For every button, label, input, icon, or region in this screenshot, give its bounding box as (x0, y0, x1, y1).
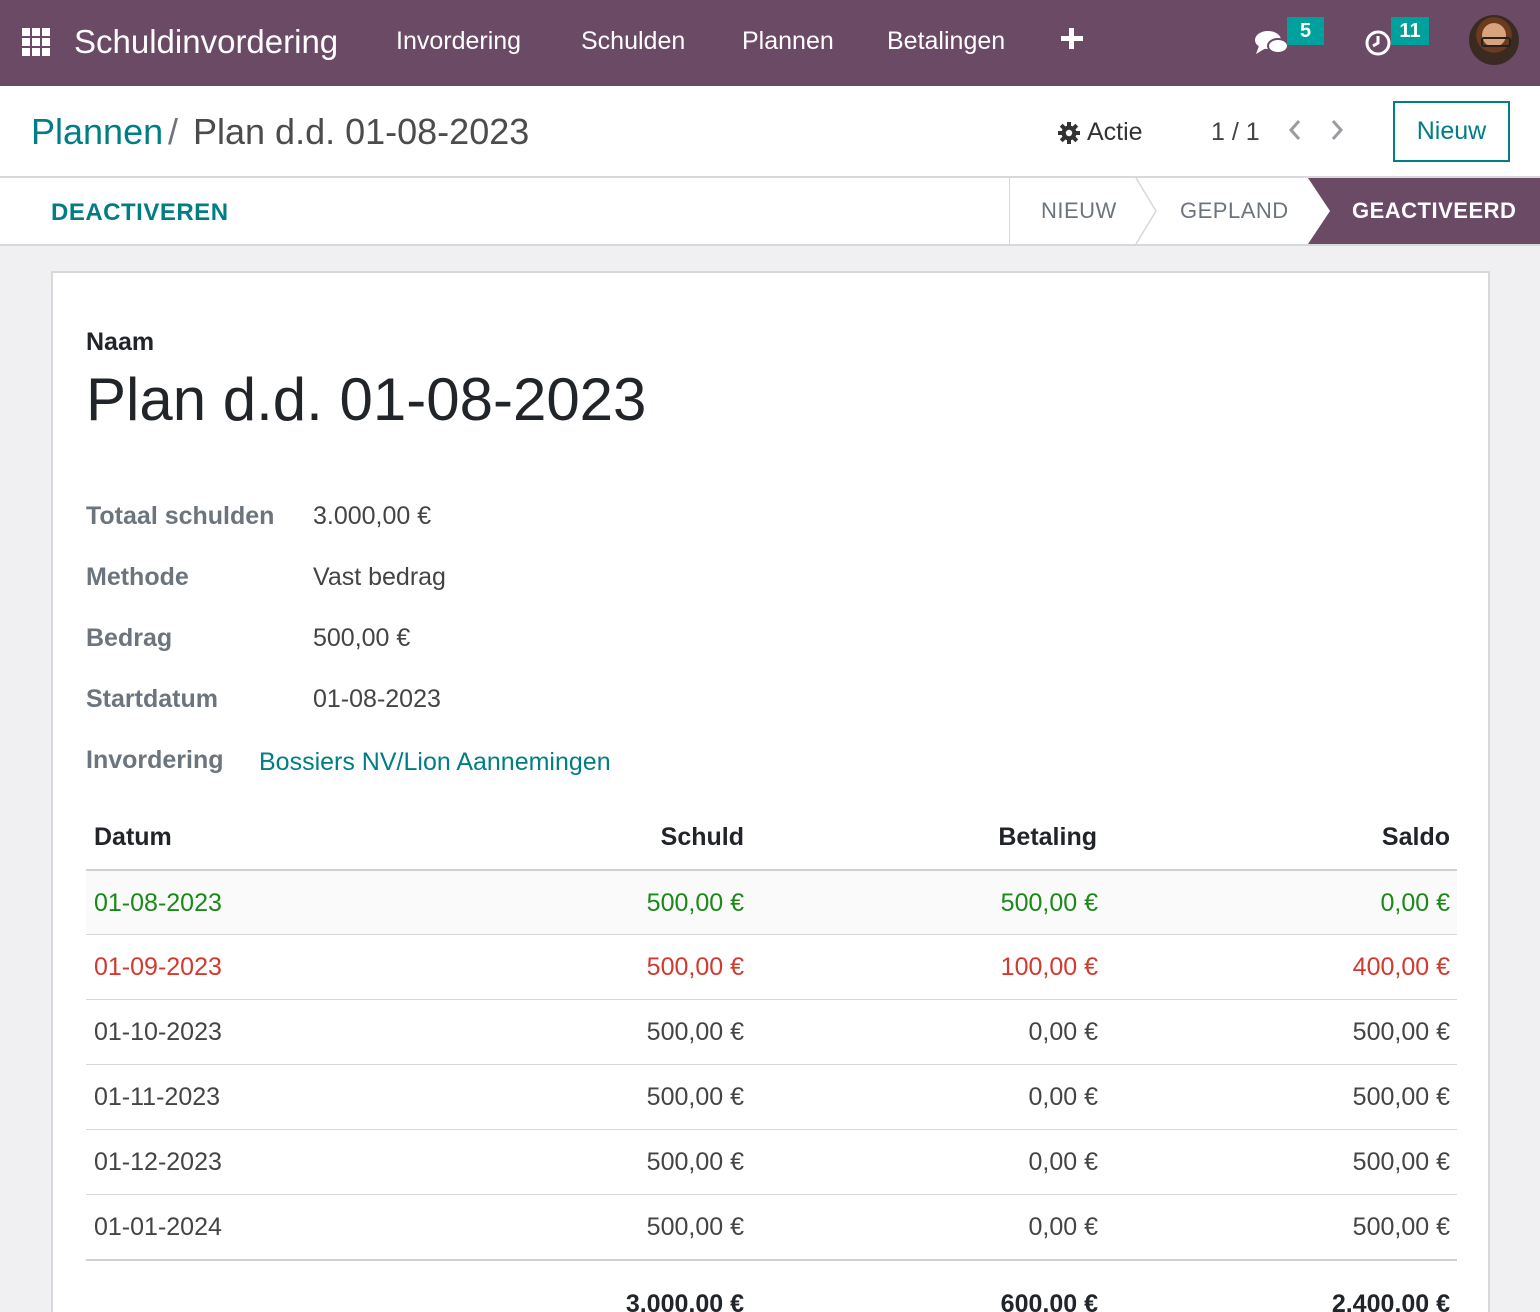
field-label-methode: Methode (86, 563, 189, 591)
cell-date: 01-09-2023 (94, 953, 222, 981)
field-value-startdatum[interactable]: 01-08-2023 (313, 685, 441, 713)
activities-badge: 11 (1391, 17, 1429, 45)
stage-chevron-icon (1135, 178, 1157, 244)
column-header-datum[interactable]: Datum (94, 823, 172, 851)
cell-payment: 100,00 € (1000, 953, 1098, 981)
plus-icon[interactable] (1061, 26, 1085, 52)
menu-item-invordering[interactable]: Invordering (396, 27, 522, 55)
top-navbar: Schuldinvordering Invordering Schulden P… (0, 0, 1540, 86)
total-debt: 3.000,00 € (625, 1290, 744, 1312)
cell-debt: 500,00 € (646, 889, 744, 917)
field-value-methode[interactable]: Vast bedrag (313, 563, 446, 591)
deactivate-button[interactable]: DEACTIVEREN (51, 199, 229, 226)
plan-name-field[interactable]: Plan d.d. 01-08-2023 (86, 366, 647, 433)
menu-item-betalingen[interactable]: Betalingen (887, 27, 1006, 55)
cell-payment: 0,00 € (1028, 1213, 1098, 1241)
cell-balance: 500,00 € (1352, 1083, 1450, 1111)
cell-payment: 0,00 € (1028, 1018, 1098, 1046)
chat-icon[interactable] (1254, 28, 1290, 58)
table-row[interactable]: 01-01-2024 500,00 € 0,00 € 500,00 € (86, 1194, 1457, 1259)
total-balance: 2.400,00 € (1331, 1290, 1450, 1312)
table-row[interactable]: 01-11-2023 500,00 € 0,00 € 500,00 € (86, 1064, 1457, 1129)
clock-icon[interactable] (1364, 28, 1394, 58)
action-label: Actie (1087, 118, 1143, 146)
cell-date: 01-11-2023 (94, 1083, 221, 1111)
table-footer-divider (86, 1259, 1457, 1261)
cell-date: 01-01-2024 (94, 1213, 222, 1241)
pager-previous-icon[interactable] (1284, 116, 1306, 144)
messages-badge: 5 (1287, 17, 1324, 45)
cell-balance: 500,00 € (1352, 1018, 1450, 1046)
cell-debt: 500,00 € (646, 1213, 744, 1241)
cell-balance: 0,00 € (1380, 889, 1450, 917)
cell-date: 01-08-2023 (94, 889, 222, 917)
cell-debt: 500,00 € (646, 1083, 744, 1111)
cell-payment: 0,00 € (1028, 1148, 1098, 1176)
table-row[interactable]: 01-12-2023 500,00 € 0,00 € 500,00 € (86, 1129, 1457, 1194)
menu-item-plannen[interactable]: Plannen (742, 27, 834, 55)
app-brand[interactable]: Schuldinvordering (74, 23, 339, 60)
stage-geactiveerd-label: GEACTIVEERD (1352, 198, 1517, 223)
menu-item-schulden[interactable]: Schulden (581, 27, 686, 55)
cell-debt: 500,00 € (646, 953, 744, 981)
name-label: Naam (86, 328, 155, 356)
cell-date: 01-10-2023 (94, 1018, 222, 1046)
pager-value[interactable]: 1 / 1 (1211, 118, 1260, 146)
apps-grid-icon[interactable] (22, 28, 50, 56)
field-label-startdatum: Startdatum (86, 685, 218, 713)
field-value-bedrag[interactable]: 500,00 € (313, 624, 411, 652)
table-row[interactable]: 01-09-2023 500,00 € 100,00 € 400,00 € (86, 934, 1457, 999)
column-header-betaling[interactable]: Betaling (998, 823, 1097, 851)
cell-debt: 500,00 € (646, 1148, 744, 1176)
cell-date: 01-12-2023 (94, 1148, 222, 1176)
stage-geactiveerd[interactable]: GEACTIVEERD (1308, 178, 1540, 244)
control-panel: Plannen / Plan d.d. 01-08-2023 Actie 1 /… (0, 86, 1540, 178)
breadcrumb-separator: / (168, 111, 179, 152)
breadcrumb-root[interactable]: Plannen (31, 111, 164, 152)
collection-link[interactable]: Bossiers NV/Lion Aannemingen (259, 748, 611, 776)
gear-icon (1058, 122, 1080, 144)
pager-next-icon[interactable] (1326, 116, 1348, 144)
cell-balance: 500,00 € (1352, 1213, 1450, 1241)
total-payment: 600,00 € (1000, 1290, 1098, 1312)
cell-balance: 500,00 € (1352, 1148, 1450, 1176)
stage-nieuw[interactable]: NIEUW (1041, 198, 1117, 223)
field-value-totaal-schulden: 3.000,00 € (313, 502, 432, 530)
field-label-bedrag: Bedrag (86, 624, 173, 652)
new-button[interactable]: Nieuw (1393, 101, 1510, 162)
cell-payment: 0,00 € (1028, 1083, 1098, 1111)
column-header-saldo[interactable]: Saldo (1381, 823, 1450, 851)
field-label-totaal-schulden: Totaal schulden (86, 502, 275, 530)
avatar[interactable] (1469, 15, 1519, 65)
form-sheet: Naam Plan d.d. 01-08-2023 Totaal schulde… (51, 271, 1490, 1312)
stage-gepland[interactable]: GEPLAND (1180, 198, 1289, 223)
field-label-invordering: Invordering (86, 746, 224, 774)
cell-debt: 500,00 € (646, 1018, 744, 1046)
status-bar: DEACTIVEREN NIEUW GEPLAND GEACTIVEERD (0, 178, 1540, 246)
stage-pipeline: NIEUW GEPLAND GEACTIVEERD (1009, 178, 1540, 244)
breadcrumb-current: Plan d.d. 01-08-2023 (193, 111, 530, 152)
table-row[interactable]: 01-10-2023 500,00 € 0,00 € 500,00 € (86, 999, 1457, 1064)
column-header-schuld[interactable]: Schuld (660, 823, 744, 851)
cell-balance: 400,00 € (1352, 953, 1450, 981)
table-row[interactable]: 01-08-2023 500,00 € 500,00 € 0,00 € (86, 869, 1457, 934)
cell-payment: 500,00 € (1000, 889, 1098, 917)
